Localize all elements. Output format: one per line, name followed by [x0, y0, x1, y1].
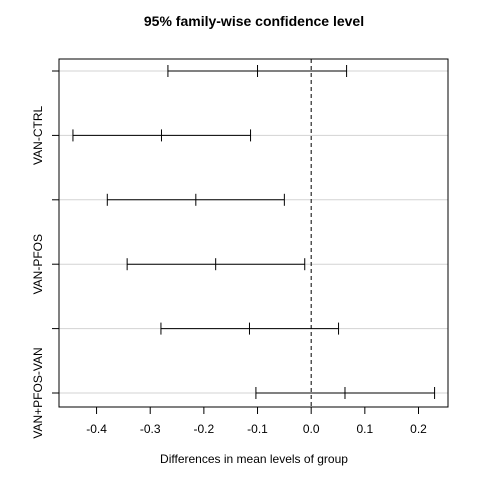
confidence-interval [126, 258, 306, 271]
x-tick-label: -0.4 [86, 422, 107, 436]
chart-title: 95% family-wise confidence level [144, 13, 364, 29]
confidence-interval [106, 193, 285, 206]
confidence-interval [255, 387, 436, 399]
y-axis: VAN-CTRL VAN-PFOS VAN+PFOS-VAN [31, 70, 59, 439]
x-tick-label: -0.1 [247, 422, 268, 436]
plot-frame [58, 58, 449, 408]
confidence-interval [72, 129, 252, 142]
x-tick-label: 0.1 [356, 422, 373, 436]
x-tick-label: 0.0 [303, 422, 320, 436]
x-tick-label: 0.2 [410, 422, 427, 436]
x-tick-label: -0.3 [140, 422, 161, 436]
x-axis: -0.4 -0.3 -0.2 -0.1 0.0 0.1 0.2 [86, 407, 427, 436]
interval-group [72, 65, 436, 399]
confidence-interval [167, 65, 348, 77]
x-tick-label: -0.2 [194, 422, 215, 436]
y-tick-label: VAN-CTRL [31, 106, 45, 165]
y-tick-label: VAN-PFOS [31, 234, 45, 294]
y-tick-label: VAN+PFOS-VAN [31, 347, 45, 438]
confidence-interval [160, 322, 340, 335]
grid-lines [59, 70, 448, 394]
x-axis-title: Differences in mean levels of group [160, 452, 348, 466]
